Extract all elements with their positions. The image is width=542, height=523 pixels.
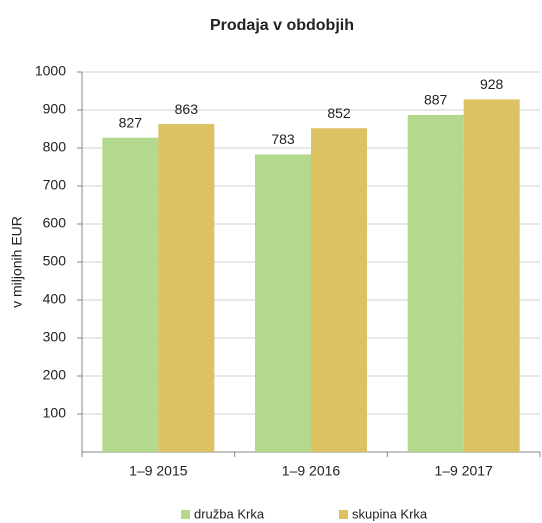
- y-tick-label: 900: [43, 101, 67, 117]
- bar: [463, 99, 520, 453]
- y-tick-label: 500: [43, 253, 67, 269]
- data-label: 863: [175, 101, 199, 117]
- y-tick-label: 800: [43, 139, 67, 155]
- bar: [158, 124, 215, 452]
- bar: [255, 154, 311, 452]
- bar: [407, 114, 464, 452]
- y-tick-label: 1000: [35, 63, 66, 79]
- x-tick-label: 1–9 2017: [434, 463, 493, 479]
- y-tick-label: 200: [43, 367, 67, 383]
- x-tick-label: 1–9 2015: [129, 463, 188, 479]
- data-label: 852: [327, 105, 351, 121]
- bar: [311, 128, 367, 453]
- legend-swatch: [181, 510, 190, 519]
- legend-label: skupina Krka: [352, 506, 428, 521]
- data-label: 827: [119, 114, 143, 130]
- y-tick-label: 300: [43, 329, 67, 345]
- data-label: 928: [480, 76, 504, 92]
- data-label: 783: [271, 131, 295, 147]
- y-axis-label: v miljonih EUR: [9, 216, 25, 308]
- y-tick-label: 100: [43, 405, 67, 421]
- bar: [102, 137, 159, 453]
- chart-title: Prodaja v obdobjih: [210, 17, 354, 34]
- y-tick-label: 400: [43, 291, 67, 307]
- legend-swatch: [339, 510, 348, 519]
- data-label: 887: [424, 92, 448, 108]
- x-tick-label: 1–9 2016: [282, 463, 341, 479]
- legend-label: družba Krka: [194, 506, 265, 521]
- y-tick-label: 700: [43, 177, 67, 193]
- y-tick-label: 600: [43, 215, 67, 231]
